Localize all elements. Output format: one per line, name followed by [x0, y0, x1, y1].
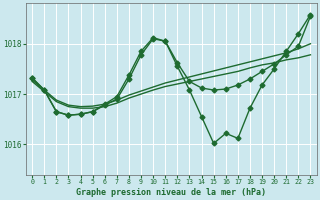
- X-axis label: Graphe pression niveau de la mer (hPa): Graphe pression niveau de la mer (hPa): [76, 188, 266, 197]
